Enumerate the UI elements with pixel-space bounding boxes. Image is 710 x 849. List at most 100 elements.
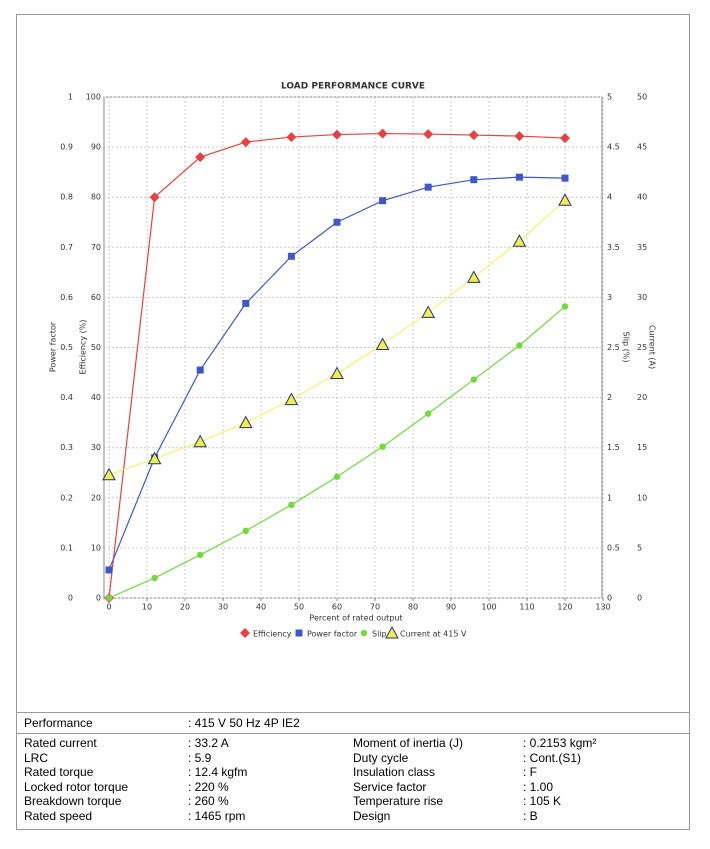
spec-label: Design	[353, 808, 391, 823]
x-axis-title: Percent of rated output	[309, 614, 402, 623]
y-tick-label: 0.5	[60, 343, 73, 352]
spec-value: : Cont.(S1)	[523, 750, 582, 765]
data-point	[377, 128, 388, 139]
data-point	[466, 270, 481, 283]
data-point	[379, 197, 387, 205]
spec-value: : 105 K	[523, 794, 562, 808]
spec-value: : 415 V 50 Hz 4P IE2	[188, 716, 300, 730]
x-tick-label: 10	[142, 603, 152, 612]
data-point	[423, 129, 434, 140]
data-point	[514, 131, 525, 142]
data-point	[105, 566, 113, 574]
y-tick-label: 0.1	[60, 543, 73, 552]
spec-value: : 12.4 kgfm	[188, 765, 248, 779]
data-point	[149, 192, 160, 203]
y-tick-label: 45	[637, 143, 647, 152]
y-tick-label: 5	[607, 93, 612, 102]
y-tick-label: 50	[91, 343, 101, 352]
y-tick-label: 5	[637, 543, 642, 552]
y-tick-label: 0.3	[60, 443, 73, 452]
data-point	[424, 183, 432, 191]
y-axis-title: Efficiency (%)	[79, 320, 88, 375]
y-tick-label: 10	[637, 493, 647, 502]
y-tick-label: 0.7	[60, 243, 73, 252]
y-tick-label: 100	[86, 93, 101, 102]
data-point	[240, 137, 251, 148]
y-tick-label: 4	[607, 193, 612, 202]
spec-value: : 260 %	[188, 794, 229, 808]
y-tick-label: 1.5	[607, 443, 620, 452]
spec-label: Rated current	[24, 736, 97, 750]
spec-value: : 33.2 A	[188, 736, 229, 750]
x-tick-label: 20	[180, 603, 190, 612]
y-tick-label: 4.5	[607, 143, 620, 152]
legend-swatch	[295, 629, 303, 637]
data-point	[330, 366, 344, 380]
x-tick-label: 80	[408, 603, 418, 612]
spec-value: : F	[523, 765, 537, 779]
data-point	[379, 443, 386, 450]
data-point	[102, 467, 116, 481]
y-tick-label: 3	[607, 293, 612, 302]
data-point	[515, 173, 523, 181]
data-point	[333, 218, 341, 226]
x-tick-label: 40	[256, 603, 266, 612]
legend-swatch	[385, 625, 399, 639]
y-tick-label: 90	[91, 143, 101, 152]
data-point	[561, 174, 569, 182]
data-point	[558, 193, 572, 206]
frame	[16, 14, 690, 830]
data-point	[238, 415, 253, 429]
spec-label: Insulation class	[353, 765, 436, 779]
data-point	[196, 366, 204, 374]
x-tick-label: 110	[519, 603, 534, 612]
legend-label: Slip	[372, 630, 387, 639]
y-tick-label: 15	[637, 443, 647, 452]
y-tick-label: 2.5	[607, 343, 620, 352]
spec-label: Rated torque	[24, 765, 94, 779]
data-point	[197, 551, 204, 559]
y-tick-label: 0.2	[60, 493, 73, 502]
y-tick-label: 40	[91, 393, 101, 402]
data-point	[560, 133, 570, 144]
x-tick-label: 130	[595, 603, 610, 612]
data-point	[147, 451, 162, 465]
spec-value: : 0.2153 kgm²	[523, 736, 597, 750]
spec-value: : 1465 rpm	[188, 808, 246, 823]
y-tick-label: 2	[607, 393, 612, 402]
y-tick-label: 20	[637, 393, 647, 402]
legend-label: Current at 415 V	[400, 630, 467, 639]
x-tick-label: 120	[557, 603, 572, 612]
y-axis-title: Current (A)	[648, 325, 657, 369]
legend-swatch	[240, 628, 250, 638]
data-point	[284, 392, 299, 406]
legend-swatch	[360, 629, 368, 637]
data-point	[421, 305, 436, 318]
x-tick-label: 50	[294, 603, 304, 612]
spec-value: : B	[523, 808, 538, 823]
data-point	[288, 501, 295, 509]
y-tick-label: 0	[68, 594, 73, 603]
data-point	[333, 473, 341, 480]
spec-label: Breakdown torque	[24, 794, 122, 808]
data-point	[470, 376, 477, 383]
spec-label: Moment of inertia (J)	[353, 736, 464, 750]
y-tick-label: 70	[91, 243, 101, 252]
legend-item: Current at 415 V	[385, 625, 467, 639]
data-point	[195, 152, 206, 163]
y-tick-label: 0	[96, 594, 101, 603]
data-point	[512, 234, 527, 247]
data-point	[470, 176, 478, 184]
data-point	[561, 303, 569, 310]
data-point	[287, 252, 295, 260]
y-tick-label: 80	[91, 193, 101, 202]
y-axis-title: Slip (%)	[622, 332, 631, 363]
y-tick-label: 25	[637, 343, 647, 352]
y-axis-title: Power factor	[49, 321, 58, 372]
y-tick-label: 30	[637, 293, 647, 302]
spec-label: Locked rotor torque	[24, 779, 129, 794]
data-point	[193, 434, 208, 448]
chart-title: LOAD PERFORMANCE CURVE	[281, 82, 425, 92]
data-point	[242, 527, 249, 535]
